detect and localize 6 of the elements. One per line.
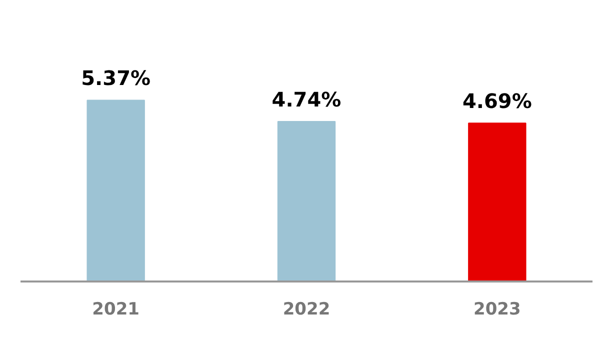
x-tick-label: 2021	[92, 300, 140, 320]
data-label: 4.69%	[462, 89, 532, 114]
data-label: 5.37%	[81, 66, 151, 90]
x-tick-label: 2022	[282, 300, 330, 320]
x-tick-label: 2023	[474, 300, 521, 320]
data-label: 4.74%	[272, 87, 342, 112]
